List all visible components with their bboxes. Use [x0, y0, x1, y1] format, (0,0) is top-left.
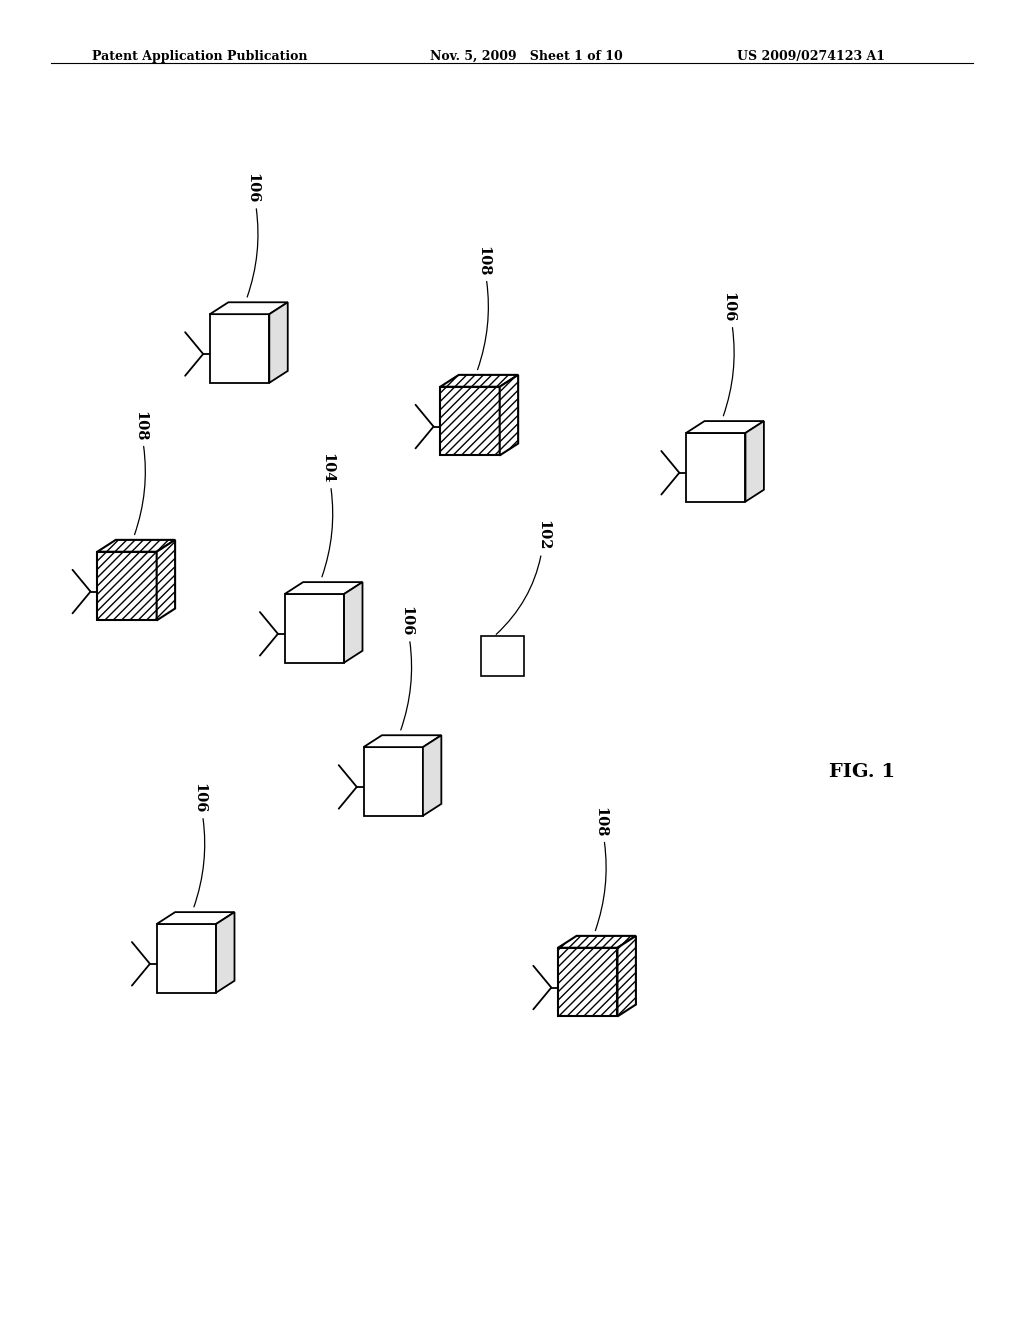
Text: 106: 106: [246, 173, 259, 297]
Polygon shape: [97, 540, 175, 552]
Text: FIG. 1: FIG. 1: [829, 763, 896, 781]
Polygon shape: [558, 948, 617, 1016]
Text: 106: 106: [722, 292, 735, 416]
Polygon shape: [157, 924, 216, 993]
Polygon shape: [344, 582, 362, 663]
Polygon shape: [97, 552, 157, 620]
Polygon shape: [440, 375, 518, 387]
Polygon shape: [686, 433, 745, 502]
Polygon shape: [440, 387, 500, 455]
Polygon shape: [157, 912, 234, 924]
Text: 108: 108: [476, 246, 489, 370]
Polygon shape: [500, 375, 518, 455]
Polygon shape: [558, 936, 636, 948]
Polygon shape: [617, 936, 636, 1016]
Polygon shape: [269, 302, 288, 383]
Polygon shape: [157, 540, 175, 620]
Text: 102: 102: [497, 520, 551, 635]
Polygon shape: [285, 582, 362, 594]
Text: Patent Application Publication: Patent Application Publication: [92, 50, 307, 63]
Text: Nov. 5, 2009   Sheet 1 of 10: Nov. 5, 2009 Sheet 1 of 10: [430, 50, 623, 63]
Polygon shape: [686, 421, 764, 433]
Polygon shape: [745, 421, 764, 502]
Text: US 2009/0274123 A1: US 2009/0274123 A1: [737, 50, 886, 63]
Polygon shape: [423, 735, 441, 816]
Polygon shape: [364, 735, 441, 747]
Text: 108: 108: [594, 807, 607, 931]
Polygon shape: [481, 636, 524, 676]
Text: 106: 106: [193, 783, 206, 907]
Polygon shape: [285, 594, 344, 663]
Polygon shape: [364, 747, 423, 816]
Text: 104: 104: [321, 453, 334, 577]
Polygon shape: [210, 314, 269, 383]
Polygon shape: [210, 302, 288, 314]
Polygon shape: [216, 912, 234, 993]
Text: 108: 108: [133, 411, 146, 535]
Text: 106: 106: [399, 606, 413, 730]
